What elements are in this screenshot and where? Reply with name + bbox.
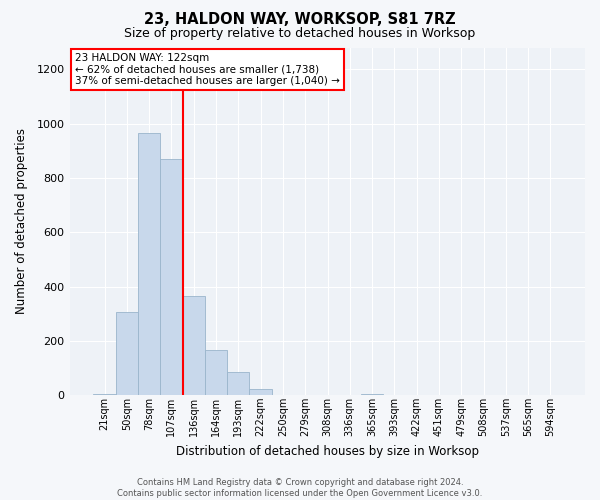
Text: Contains HM Land Registry data © Crown copyright and database right 2024.
Contai: Contains HM Land Registry data © Crown c… xyxy=(118,478,482,498)
Bar xyxy=(94,394,116,396)
Y-axis label: Number of detached properties: Number of detached properties xyxy=(15,128,28,314)
Bar xyxy=(361,394,383,396)
Bar xyxy=(272,394,294,396)
Bar xyxy=(205,350,227,396)
X-axis label: Distribution of detached houses by size in Worksop: Distribution of detached houses by size … xyxy=(176,444,479,458)
Text: Size of property relative to detached houses in Worksop: Size of property relative to detached ho… xyxy=(124,28,476,40)
Bar xyxy=(160,159,182,396)
Bar xyxy=(182,296,205,396)
Bar xyxy=(138,133,160,396)
Bar xyxy=(250,390,272,396)
Bar xyxy=(116,312,138,396)
Text: 23 HALDON WAY: 122sqm
← 62% of detached houses are smaller (1,738)
37% of semi-d: 23 HALDON WAY: 122sqm ← 62% of detached … xyxy=(75,52,340,86)
Bar xyxy=(428,394,450,396)
Bar xyxy=(227,372,250,396)
Text: 23, HALDON WAY, WORKSOP, S81 7RZ: 23, HALDON WAY, WORKSOP, S81 7RZ xyxy=(144,12,456,28)
